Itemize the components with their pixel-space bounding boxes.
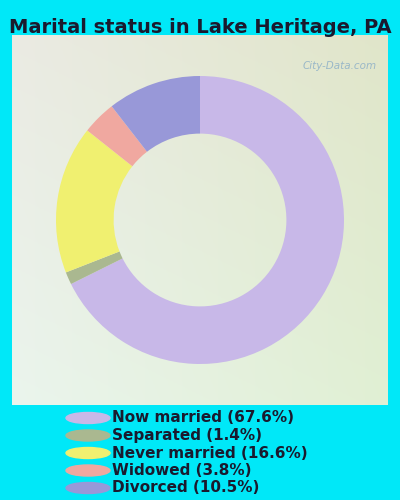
Text: Marital status in Lake Heritage, PA: Marital status in Lake Heritage, PA <box>9 18 391 37</box>
Circle shape <box>66 430 110 441</box>
Circle shape <box>66 482 110 494</box>
Text: Widowed (3.8%): Widowed (3.8%) <box>112 463 252 478</box>
Circle shape <box>66 412 110 424</box>
Text: Now married (67.6%): Now married (67.6%) <box>112 410 294 426</box>
Circle shape <box>66 465 110 476</box>
Wedge shape <box>87 106 147 166</box>
Circle shape <box>66 448 110 458</box>
Text: Separated (1.4%): Separated (1.4%) <box>112 428 262 443</box>
Text: City-Data.com: City-Data.com <box>302 61 377 71</box>
Text: Never married (16.6%): Never married (16.6%) <box>112 446 308 460</box>
Wedge shape <box>112 76 200 152</box>
Wedge shape <box>71 76 344 364</box>
Text: Divorced (10.5%): Divorced (10.5%) <box>112 480 259 496</box>
Wedge shape <box>56 130 132 272</box>
Wedge shape <box>66 252 123 284</box>
